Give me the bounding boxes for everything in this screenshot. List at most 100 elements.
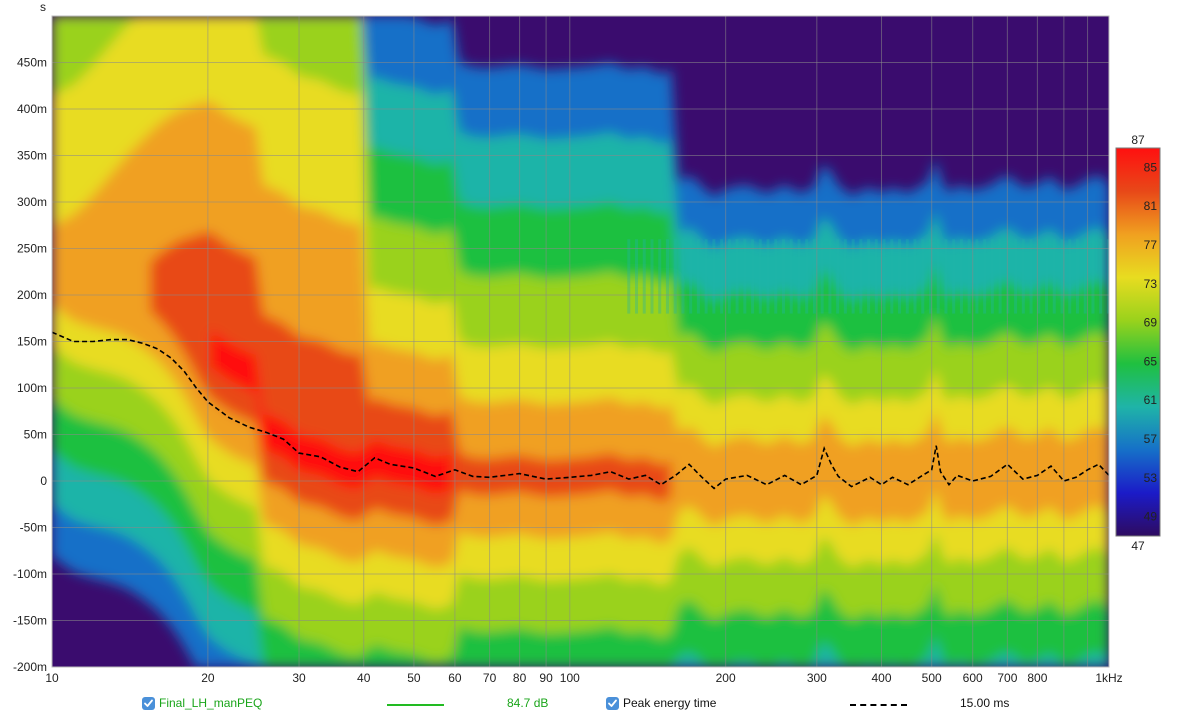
waterfall-chart: s 450m 400m 350m 300m 250m 200m 150m 100m 50m 0 -5… [13, 0, 1161, 685]
heat-streak [1014, 239, 1018, 314]
x-tick-label: 1kHz [1095, 671, 1122, 685]
x-tick-label: 400 [872, 671, 892, 685]
heat-streak [1075, 239, 1079, 314]
heat-streak [658, 239, 662, 314]
peak-energy-line [52, 331, 1109, 490]
heat-streak [673, 239, 677, 314]
heat-streak [975, 239, 979, 314]
colorbar-tick-label: 85 [1144, 160, 1158, 174]
y-tick-label: 450m [17, 56, 47, 70]
heat-streak [867, 239, 871, 314]
x-tick-label: 800 [1027, 671, 1047, 685]
colorbar-tick-label: 57 [1144, 432, 1158, 446]
heat-streak [704, 239, 708, 314]
heat-streak [681, 239, 685, 314]
series-checkbox[interactable] [142, 696, 155, 710]
x-tick-label: 600 [963, 671, 983, 685]
heat-streak [635, 239, 639, 314]
heat-streak [696, 239, 700, 314]
heat-streak [913, 239, 917, 314]
y-tick-label: 300m [17, 195, 47, 209]
heat-streak [890, 239, 894, 314]
heat-streak [851, 239, 855, 314]
colorbar-tick-label: 49 [1144, 510, 1158, 524]
checkmark-icon [608, 699, 617, 707]
y-tick-label: 200m [17, 288, 47, 302]
heat-streak [781, 239, 785, 314]
checkmark-icon [144, 699, 153, 707]
heat-streak [689, 239, 693, 314]
heat-streak [959, 239, 963, 314]
heat-streak [928, 239, 932, 314]
y-tick-label: -150m [13, 614, 47, 628]
y-tick-label: 350m [17, 149, 47, 163]
heat-streak [743, 239, 747, 314]
x-tick-label: 200 [716, 671, 736, 685]
heat-streak [1099, 239, 1103, 314]
heat-streak [1106, 239, 1109, 314]
legend: Final_LH_manPEQ 84.7 dB Peak energy time… [0, 692, 1200, 718]
heat-streak [1068, 239, 1072, 314]
heat-streak [921, 239, 925, 314]
legend-item-peak-energy[interactable]: Peak energy time [606, 696, 716, 710]
colorbar-tick-label: 69 [1144, 316, 1158, 330]
heat-streak [712, 239, 716, 314]
heat-streak [789, 239, 793, 314]
heat-streak [998, 239, 1002, 314]
colorbar-tick-label: 53 [1144, 471, 1158, 485]
legend-peak-energy-label: Peak energy time [623, 696, 717, 710]
heat-streak [859, 239, 863, 314]
heat-streak [720, 239, 724, 314]
y-tick-label: 0 [40, 474, 47, 488]
x-tick-label: 10 [45, 671, 59, 685]
legend-series-name: Final_LH_manPEQ [159, 696, 263, 710]
peak-energy-layer [52, 331, 1109, 490]
heat-streak [828, 239, 832, 314]
heat-streak [766, 239, 770, 314]
heat-streak [774, 239, 778, 314]
heat-streak [1052, 239, 1056, 314]
y-tick-label: -50m [20, 521, 47, 535]
heat-streak [650, 239, 654, 314]
colorbar-tick-label: 77 [1144, 238, 1158, 252]
heat-streak [882, 239, 886, 314]
y-tick-label: -200m [13, 660, 47, 674]
x-tick-label: 100 [560, 671, 580, 685]
x-tick-label: 50 [407, 671, 421, 685]
y-tick-label: 250m [17, 242, 47, 256]
heat-streak [836, 239, 840, 314]
heat-streak [983, 239, 987, 314]
colorbar-tick-label: 81 [1144, 199, 1158, 213]
y-tick-label: 50m [24, 428, 47, 442]
y-axis: 450m 400m 350m 300m 250m 200m 150m 100m 50m 0 -50m… [13, 56, 47, 675]
heat-contour [210, 329, 453, 495]
heat-streak [642, 239, 646, 314]
colorbar: 85 81 77 73 69 65 61 57 53 49 87 47 [1115, 133, 1161, 553]
y-tick-label: 150m [17, 335, 47, 349]
heat-streak [967, 239, 971, 314]
colorbar-tick-label: 73 [1144, 277, 1158, 291]
heat-streak [1060, 239, 1064, 314]
heat-streak [1083, 239, 1087, 314]
y-axis-unit-label: s [40, 0, 46, 14]
x-tick-label: 30 [292, 671, 306, 685]
heat-streak [898, 239, 902, 314]
x-tick-label: 70 [483, 671, 497, 685]
heat-streak [1021, 239, 1025, 314]
x-tick-label: 300 [807, 671, 827, 685]
heat-streak [665, 239, 669, 314]
heat-streak [905, 239, 909, 314]
legend-item-series[interactable]: Final_LH_manPEQ [142, 696, 262, 710]
peak-energy-checkbox[interactable] [606, 696, 619, 710]
colorbar-tick-label: 65 [1144, 354, 1158, 368]
legend-peak-swatch [850, 704, 907, 706]
x-tick-label: 90 [539, 671, 553, 685]
heat-streak [1037, 239, 1041, 314]
heat-streak [627, 239, 631, 314]
heat-streak [990, 239, 994, 314]
heat-streak [820, 239, 824, 314]
y-tick-label: 100m [17, 381, 47, 395]
heat-streak [751, 239, 755, 314]
colorbar-gradient [1115, 147, 1161, 537]
heat-streak [735, 239, 739, 314]
